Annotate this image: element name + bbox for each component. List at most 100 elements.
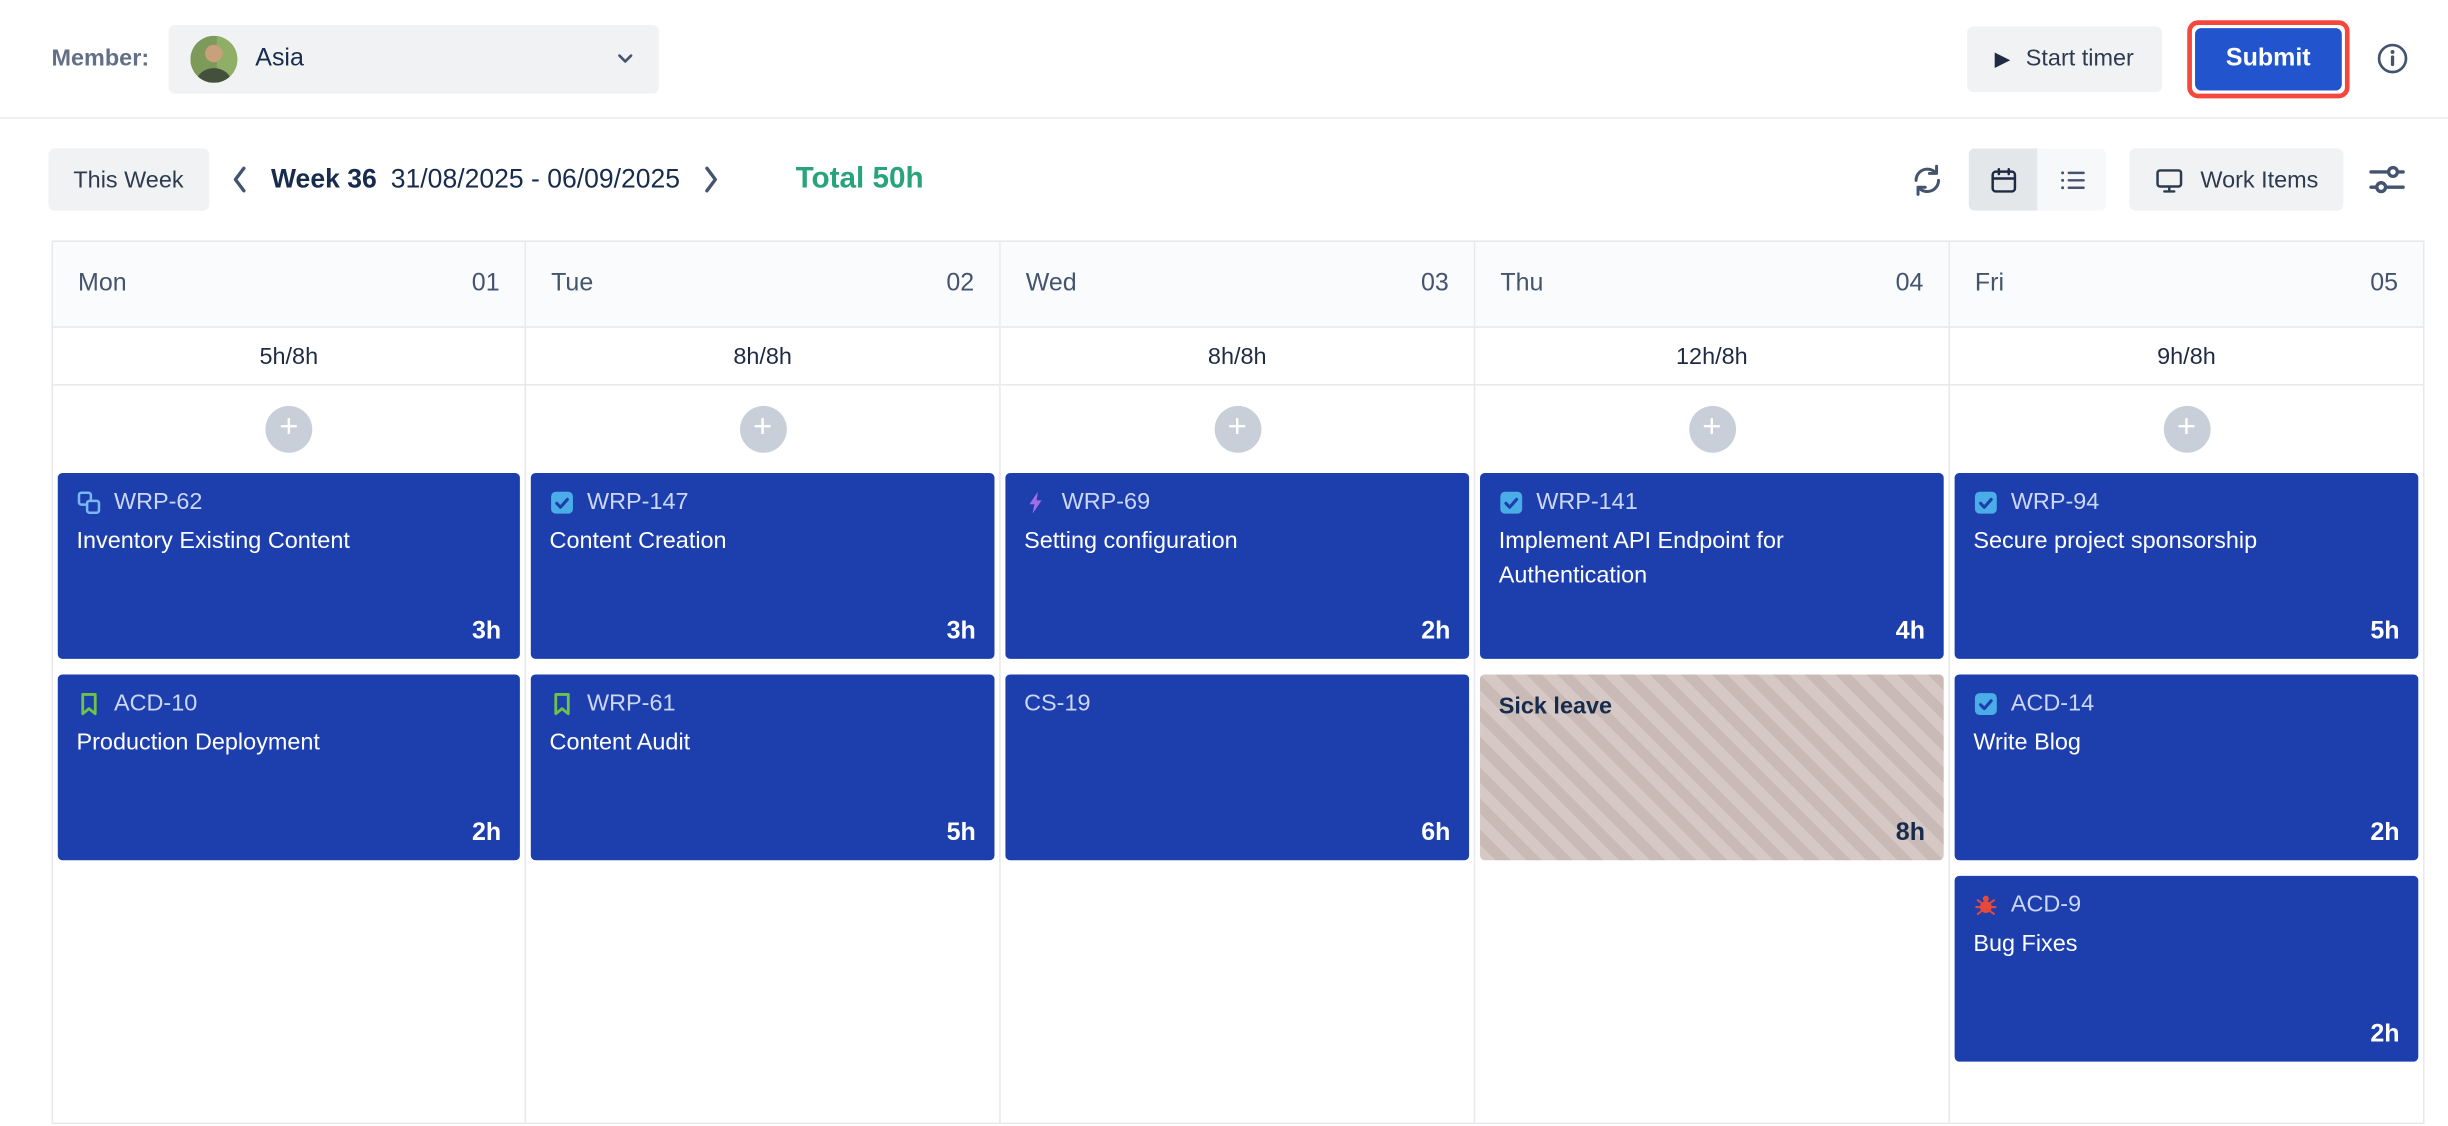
- day-column: Mon 01 5h/8h + WRP-62 Inventory Existing Cont…: [51, 241, 527, 1123]
- card-title: Bug Fixes: [1973, 930, 2078, 958]
- filter-settings-button[interactable]: [2367, 159, 2408, 200]
- work-items-button[interactable]: Work Items: [2130, 148, 2344, 211]
- card-hours: 8h: [1895, 819, 1925, 847]
- day-header: Wed 03: [1000, 241, 1474, 328]
- submit-highlight-annotation: Submit: [2186, 19, 2350, 98]
- bug-icon: [1975, 894, 1997, 915]
- refresh-icon: [1910, 162, 1946, 198]
- filter-sliders-icon: [2367, 159, 2408, 200]
- card-hours: 2h: [2370, 1021, 2400, 1048]
- task-icon: [1974, 692, 1997, 715]
- card-title: Content Audit: [549, 729, 691, 756]
- worklog-card[interactable]: WRP-69 Setting configuration 2h: [1005, 473, 1470, 659]
- card-title: Setting configuration: [1024, 527, 1238, 555]
- day-name: Tue: [551, 270, 594, 297]
- worklog-card[interactable]: ACD-10 Production Deployment 2h: [57, 674, 520, 861]
- day-add-row: +: [1950, 386, 2423, 473]
- issue-key: WRP-141: [1536, 488, 1638, 516]
- worklog-card[interactable]: CS-19 6h: [1005, 674, 1470, 861]
- top-bar: Member: Asia ▶ Start timer Submi: [0, 0, 2448, 119]
- worklog-card[interactable]: WRP-141 Implement API Endpoint for Authen…: [1480, 473, 1944, 659]
- day-logged-hours: 9h/8h: [1949, 328, 2423, 386]
- worklog-card[interactable]: WRP-94 Secure project sponsorship 5h: [1954, 473, 2419, 659]
- next-week-button[interactable]: [680, 148, 742, 210]
- card-title: Production Deployment: [76, 729, 320, 756]
- issue-key: WRP-62: [113, 488, 203, 516]
- day-date: 02: [946, 270, 975, 297]
- day-date: 01: [471, 270, 500, 297]
- worklog-card[interactable]: WRP-147 Content Creation 3h: [530, 473, 995, 659]
- toolbar-actions: Work Items: [1910, 148, 2408, 211]
- day-column: Thu 04 12h/8h + WRP-141 Implement API Endpoin…: [1475, 241, 1950, 1123]
- plus-icon: +: [1227, 409, 1247, 445]
- worklog-card[interactable]: WRP-61 Content Audit 5h: [530, 674, 995, 861]
- task-icon: [1974, 490, 1997, 513]
- day-cards: WRP-69 Setting configuration 2h CS-19 6h: [1001, 473, 1474, 861]
- plus-icon: +: [753, 409, 773, 445]
- card-hours: 2h: [1421, 618, 1451, 645]
- day-header: Thu 04: [1475, 241, 1949, 328]
- list-view-button[interactable]: [2038, 148, 2107, 211]
- submit-button[interactable]: Submit: [2194, 27, 2342, 90]
- refresh-button[interactable]: [1910, 162, 1946, 198]
- calendar-grid: Mon 01 5h/8h + WRP-62 Inventory Existing Cont…: [51, 240, 2425, 1125]
- card-hours: 5h: [946, 819, 976, 847]
- card-hours: 3h: [946, 618, 976, 645]
- worklog-card[interactable]: ACD-14 Write Blog 2h: [1954, 674, 2419, 861]
- add-worklog-button[interactable]: +: [265, 405, 313, 453]
- day-date: 04: [1895, 270, 1924, 297]
- issue-key: ACD-14: [2010, 690, 2095, 717]
- leave-card[interactable]: Sick leave 8h: [1480, 674, 1944, 861]
- add-worklog-button[interactable]: +: [2163, 405, 2210, 453]
- view-toggle: [1969, 148, 2107, 211]
- day-name: Thu: [1500, 270, 1544, 297]
- week-title: Week 36 31/08/2025 - 06/09/2025: [271, 164, 680, 195]
- day-column: Fri 05 9h/8h + WRP-94 Secure project sponsors…: [1949, 241, 2425, 1123]
- member-name: Asia: [255, 44, 304, 72]
- issue-key: ACD-10: [113, 690, 198, 717]
- day-add-row: +: [53, 386, 524, 473]
- info-icon: [2375, 41, 2411, 77]
- worklog-card[interactable]: WRP-62 Inventory Existing Content 3h: [57, 473, 520, 659]
- day-logged-hours: 12h/8h: [1475, 328, 1949, 386]
- issue-key: WRP-61: [587, 690, 676, 717]
- start-timer-button[interactable]: ▶ Start timer: [1966, 25, 2162, 92]
- issue-key: WRP-94: [2010, 488, 2100, 516]
- day-date: 03: [1421, 270, 1449, 297]
- worklog-card[interactable]: ACD-9 Bug Fixes 2h: [1954, 875, 2419, 1062]
- issue-key: WRP-69: [1061, 488, 1151, 516]
- card-hours: 2h: [2370, 819, 2400, 847]
- add-worklog-button[interactable]: +: [739, 405, 787, 453]
- info-button[interactable]: [2375, 41, 2411, 77]
- this-week-button[interactable]: This Week: [48, 148, 209, 211]
- day-logged-hours: 8h/8h: [1000, 328, 1474, 386]
- day-logged-hours: 5h/8h: [53, 328, 525, 386]
- day-add-row: +: [1001, 386, 1474, 473]
- issue-key: CS-19: [1024, 690, 1091, 717]
- plus-icon: +: [1702, 409, 1722, 445]
- day-header: Fri 05: [1949, 241, 2423, 328]
- day-cards: WRP-94 Secure project sponsorship 5h ACD-14…: [1950, 473, 2423, 1062]
- day-add-row: +: [1475, 386, 1948, 473]
- add-worklog-button[interactable]: +: [1213, 405, 1261, 453]
- calendar-view-button[interactable]: [1969, 148, 2039, 211]
- story-icon: [81, 692, 97, 715]
- previous-week-button[interactable]: [209, 148, 271, 210]
- add-worklog-button[interactable]: +: [1688, 405, 1736, 453]
- start-timer-label: Start timer: [2025, 45, 2134, 72]
- plus-icon: +: [279, 409, 299, 445]
- plus-icon: +: [2176, 409, 2197, 445]
- avatar-image: [189, 35, 237, 82]
- play-icon: ▶: [1994, 46, 2011, 70]
- card-title: Implement API Endpoint for Authenticatio…: [1498, 527, 1784, 589]
- chevron-left-icon: [231, 165, 248, 193]
- member-select-dropdown[interactable]: Asia: [167, 24, 659, 93]
- card-hours: 3h: [471, 618, 502, 645]
- issue-key: WRP-147: [587, 488, 689, 516]
- day-header: Tue 02: [526, 241, 1000, 328]
- story-icon: [554, 692, 570, 715]
- calendar-view-icon: [1989, 165, 2019, 195]
- card-title: Secure project sponsorship: [1973, 527, 2258, 555]
- work-items-icon: [2155, 165, 2185, 195]
